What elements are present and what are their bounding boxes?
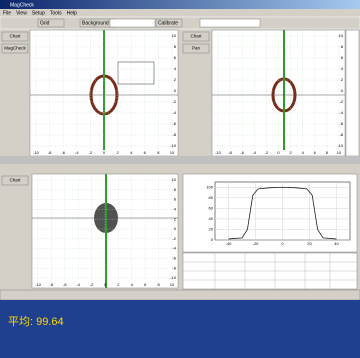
- x-tick-label: 10: [170, 150, 175, 155]
- x-tick-label: 20: [307, 241, 312, 246]
- toolbar-field[interactable]: [110, 19, 155, 27]
- caption-area: [0, 300, 360, 358]
- menu-item[interactable]: Setup: [32, 10, 45, 16]
- toolbar-label[interactable]: Background: [82, 20, 109, 26]
- x-tick-label: -20: [253, 241, 260, 246]
- y-tick-label: 10: [339, 33, 344, 38]
- y-tick-label: -10: [170, 143, 177, 148]
- side-button-label[interactable]: Chart: [9, 34, 21, 39]
- side-button-label[interactable]: Chart: [190, 34, 202, 39]
- x-tick-label: -10: [33, 150, 40, 155]
- toolbar-field[interactable]: [200, 19, 260, 27]
- status-bar: [0, 290, 360, 300]
- x-tick-label: 40: [334, 241, 339, 246]
- legend-column: [346, 30, 359, 156]
- y-tick-label: 20: [209, 227, 214, 232]
- y-tick-label: -10: [337, 143, 344, 148]
- toolbar-label[interactable]: Grid: [40, 20, 50, 26]
- side-button-label[interactable]: MagCheck: [4, 46, 26, 51]
- x-tick-label: -10: [215, 150, 222, 155]
- menu-item[interactable]: Help: [67, 10, 78, 16]
- status-strip: [0, 156, 360, 164]
- y-tick-label: -10: [170, 275, 177, 280]
- menu-item[interactable]: File: [3, 10, 11, 16]
- y-tick-label: 10: [172, 33, 177, 38]
- y-tick-label: 60: [209, 205, 214, 210]
- side-button-label[interactable]: Pan: [192, 46, 201, 51]
- y-tick-label: 10: [172, 177, 177, 182]
- x-tick-label: -40: [226, 241, 233, 246]
- menu-item[interactable]: Tools: [50, 10, 62, 16]
- y-tick-label: 40: [209, 216, 214, 221]
- caption: 平均: 99.64: [8, 315, 64, 328]
- app-window: MagCheck 平均: 99.64 File View Setup Tools Hel…: [0, 0, 360, 358]
- side-button-label[interactable]: Chart: [9, 178, 21, 183]
- menu-item[interactable]: View: [16, 10, 27, 16]
- toolbar-label[interactable]: Calibrate: [158, 20, 178, 26]
- y-tick-label: 100: [206, 184, 213, 189]
- x-tick-label: 10: [170, 282, 175, 287]
- x-tick-label: 10: [337, 150, 342, 155]
- tooltip-box: [118, 62, 154, 84]
- title-bar: [0, 0, 360, 9]
- x-tick-label: -10: [35, 282, 42, 287]
- page: {"window": {"title": "MagCheck", "menu":…: [0, 0, 360, 358]
- y-tick-label: 80: [209, 195, 214, 200]
- window-title: MagCheck: [10, 2, 34, 8]
